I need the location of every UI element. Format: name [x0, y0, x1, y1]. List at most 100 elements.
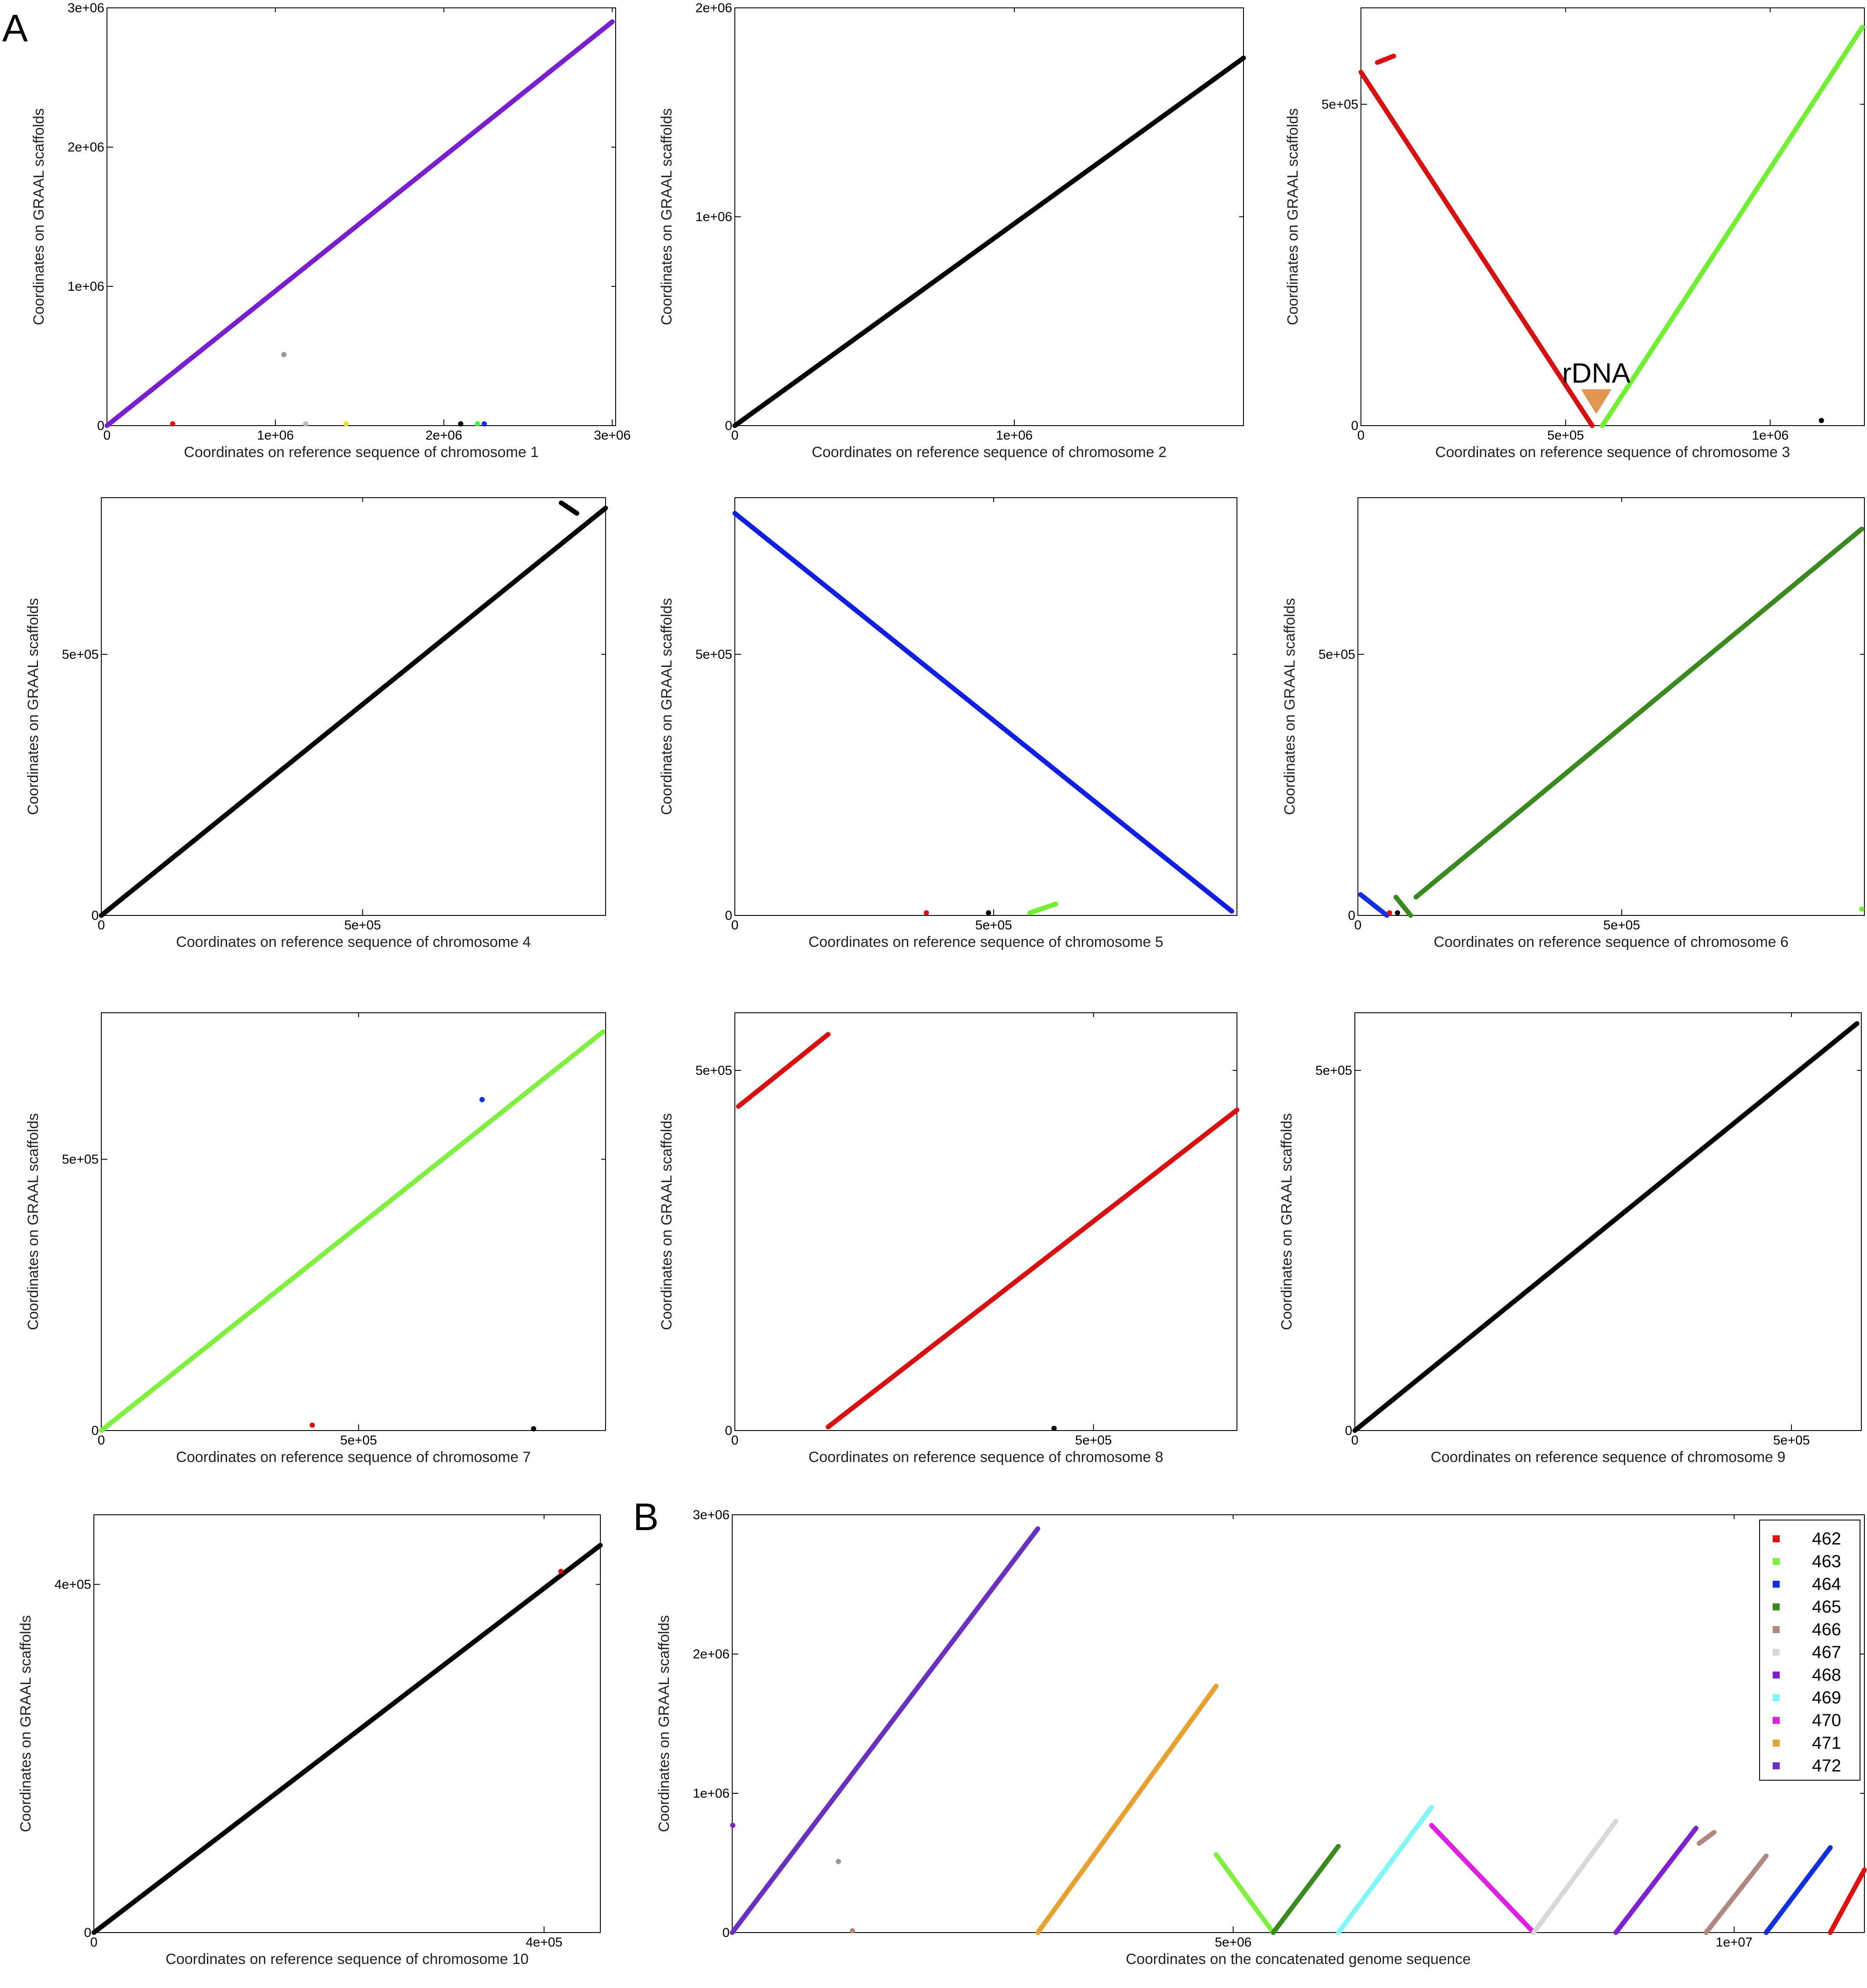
plot-frame	[732, 1514, 1865, 1933]
y-axis-title: Coordinates on GRAAL scaffolds	[1278, 1113, 1295, 1330]
data-point	[343, 421, 349, 426]
y-axis-title: Coordinates on GRAAL scaffolds	[31, 108, 47, 325]
alignment-segment	[104, 19, 615, 428]
data-point	[1395, 910, 1400, 916]
plot-frame	[101, 1012, 606, 1431]
y-axis-title: Coordinates on GRAAL scaffolds	[658, 108, 675, 325]
plot-frame	[734, 7, 1244, 426]
y-tick-label: 4e+05	[55, 1578, 91, 1592]
x-axis-title: Coordinates on reference sequence of chr…	[176, 934, 531, 950]
y-axis-title: Coordinates on GRAAL scaffolds	[17, 1615, 34, 1832]
y-tick-label: 5e+05	[1319, 647, 1355, 662]
legend-swatch	[1773, 1762, 1780, 1769]
legend-label: 470	[1812, 1711, 1841, 1730]
legend-label: 462	[1812, 1529, 1841, 1548]
x-tick-label: 0	[731, 918, 739, 932]
y-tick-label: 0	[725, 908, 732, 923]
alignment-segment	[91, 1543, 603, 1935]
alignment-segment	[732, 511, 1234, 914]
y-tick-label: 5e+05	[1322, 97, 1358, 112]
legend-swatch	[1773, 1740, 1780, 1747]
x-tick-label: 1e+06	[1752, 428, 1788, 443]
panel-letter-a: A	[2, 7, 28, 50]
plots-layer: 0 1e+06 2e+06 3e+06 0 1e+06 2e+06 3e+06 Coordina…	[17, 1, 1867, 1967]
y-tick-label: 3e+06	[68, 1, 104, 15]
x-tick-label: 5e+05	[340, 1433, 377, 1448]
x-tick-label: 1e+07	[1716, 1935, 1753, 1950]
x-tick-label: 5e+05	[344, 918, 381, 932]
x-tick-label: 5e+06	[1215, 1935, 1251, 1950]
panel-letter-b: B	[633, 1495, 659, 1538]
x-tick-label: 2e+06	[425, 428, 462, 443]
y-tick-label: 0	[91, 908, 99, 923]
alignment-segment	[1696, 1830, 1717, 1846]
plot-frame	[734, 1012, 1237, 1431]
plot-frame	[1357, 497, 1865, 916]
plot-frame	[1361, 7, 1865, 426]
data-point	[310, 1422, 315, 1428]
data-point	[482, 421, 487, 426]
y-axis-title: Coordinates on GRAAL scaffolds	[1281, 598, 1298, 815]
data-point	[475, 421, 480, 426]
chart-chr1: 0 1e+06 2e+06 3e+06 0 1e+06 2e+06 3e+06 Coordina…	[31, 1, 630, 461]
y-tick-label: 2e+06	[68, 140, 104, 155]
plot-frame	[1354, 1012, 1862, 1431]
x-tick-label: 0	[98, 918, 105, 932]
y-axis-title: Coordinates on GRAAL scaffolds	[25, 598, 41, 815]
y-tick-label: 2e+06	[693, 1647, 730, 1661]
legend-swatch	[1773, 1535, 1780, 1542]
plot-frame	[734, 497, 1237, 916]
alignment-segment	[1393, 894, 1413, 918]
y-tick-label: 0	[722, 1926, 730, 1940]
legend-swatch	[1773, 1581, 1780, 1588]
x-tick-label: 5e+05	[1075, 1433, 1112, 1448]
alignment-segment	[1613, 1826, 1698, 1935]
data-point	[1819, 418, 1824, 423]
x-tick-label: 5e+05	[1547, 428, 1584, 443]
chart-chr6: 0 5e+05 0 5e+05 Coordinates on reference seq…	[1281, 497, 1865, 950]
legend-swatch	[1773, 1626, 1780, 1633]
alignment-segment	[1336, 1805, 1434, 1935]
data-point	[170, 421, 176, 426]
y-tick-label: 5e+05	[1316, 1063, 1352, 1078]
alignment-segment	[1213, 1852, 1276, 1935]
data-point	[458, 421, 464, 426]
y-axis-title: Coordinates on GRAAL scaffolds	[658, 1113, 675, 1330]
x-tick-label: 0	[1351, 1433, 1359, 1448]
alignment-segment	[1703, 1854, 1769, 1935]
x-axis-title: Coordinates on reference sequence of chr…	[1434, 934, 1789, 950]
legend-label: 467	[1812, 1643, 1841, 1662]
x-axis-title: Coordinates on reference sequence of chr…	[809, 934, 1164, 950]
x-tick-label: 4e+05	[526, 1935, 562, 1950]
x-axis-title: Coordinates on reference sequence of chr…	[1435, 444, 1790, 461]
x-axis-title: Coordinates on reference sequence of chr…	[812, 444, 1167, 461]
x-axis-title: Coordinates on reference sequence of chr…	[809, 1449, 1164, 1465]
y-axis-title: Coordinates on GRAAL scaffolds	[658, 598, 675, 815]
alignment-segment	[1413, 526, 1864, 900]
alignment-segment	[1035, 1683, 1219, 1935]
x-axis-title: Coordinates on reference sequence of chr…	[165, 1951, 529, 1967]
y-tick-label: 5e+05	[62, 647, 99, 662]
y-tick-label: 3e+06	[693, 1508, 730, 1522]
alignment-segment	[826, 1108, 1240, 1430]
chart-chr4: 0 5e+05 0 5e+05 Coordinates on reference seq…	[25, 497, 608, 950]
x-tick-label: 1e+06	[996, 428, 1033, 443]
x-tick-label: 0	[90, 1935, 98, 1950]
data-point	[558, 1568, 564, 1574]
y-tick-label: 0	[91, 1424, 99, 1438]
legend-label: 471	[1812, 1733, 1841, 1753]
y-tick-label: 1e+06	[693, 1786, 730, 1801]
data-point	[479, 1097, 485, 1102]
alignment-segment	[1352, 1021, 1860, 1433]
chart-genome: 5e+06 1e+07 0 1e+06 2e+06 3e+06 Coordinates on…	[656, 1508, 1867, 1967]
alignment-segment	[1358, 69, 1595, 428]
x-tick-label: 0	[103, 428, 111, 443]
y-tick-label: 2e+06	[696, 1, 732, 15]
x-tick-label: 5e+05	[975, 918, 1012, 932]
x-axis-title: Coordinates on reference sequence of chr…	[184, 444, 539, 461]
